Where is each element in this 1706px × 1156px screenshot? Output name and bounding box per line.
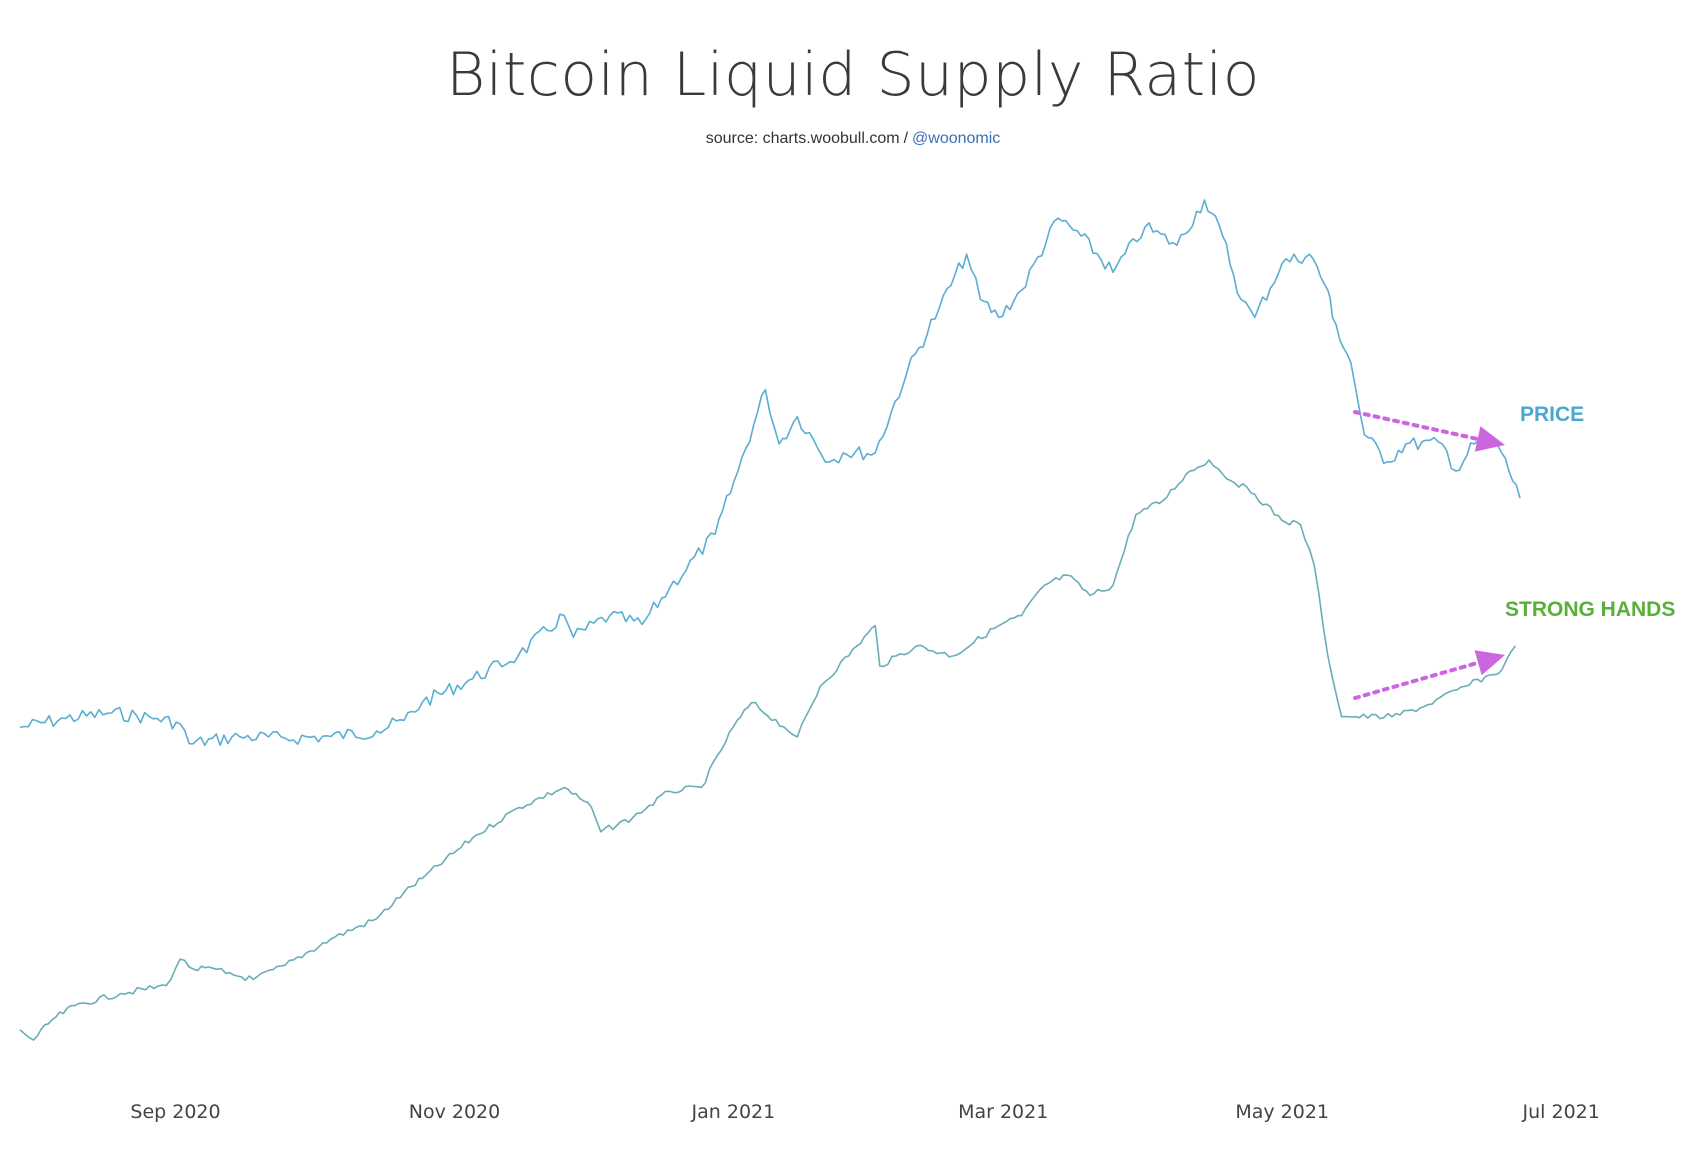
trend-arrow-price: [1353, 410, 1489, 444]
x-axis: Sep 2020 Nov 2020 Jan 2021 Mar 2021 May 2021…: [130, 1101, 1599, 1123]
series-label-strong-hands: STRONG HANDS: [1505, 598, 1675, 621]
series-label-price: PRICE: [1520, 403, 1584, 426]
series-layer: [19, 199, 1521, 1041]
trend-arrow-strong-hands: [1353, 658, 1489, 700]
x-tick-label: Sep 2020: [130, 1101, 220, 1123]
chart-title: Bitcoin Liquid Supply Ratio: [445, 40, 1261, 110]
x-tick-label: Mar 2021: [958, 1101, 1048, 1123]
source-separator: /: [903, 130, 909, 147]
x-tick-label: May 2021: [1235, 1101, 1329, 1123]
source-handle-link[interactable]: @woonomic: [912, 130, 1001, 147]
series-line-price: [19, 199, 1521, 747]
x-tick-label: Jan 2021: [691, 1101, 776, 1123]
trend-arrowhead-strong-hands: [1474, 650, 1505, 676]
x-tick-label: Nov 2020: [409, 1101, 500, 1123]
x-tick-label: Jul 2021: [1522, 1101, 1600, 1123]
series-line-strong-hands: [19, 459, 1517, 1041]
chart-source: source: charts.woobull.com / @woonomic: [0, 130, 1706, 148]
trend-arrowhead-price: [1474, 426, 1505, 452]
source-text: source: charts.woobull.com: [705, 130, 900, 147]
annotation-layer: PRICE STRONG HANDS: [1353, 403, 1675, 700]
